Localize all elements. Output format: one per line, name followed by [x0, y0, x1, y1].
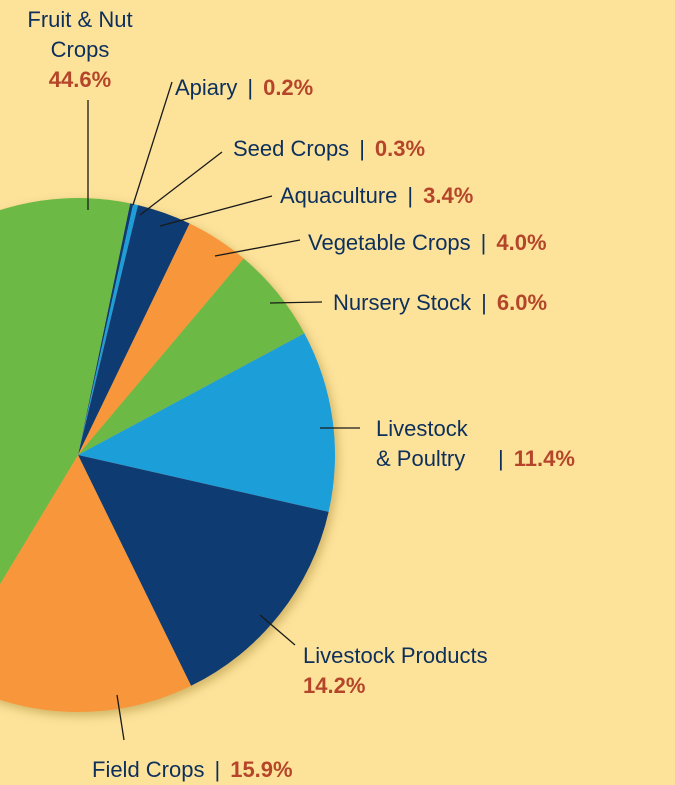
pie-slice [78, 455, 329, 686]
separator: | [480, 230, 487, 255]
leader-line [259, 614, 296, 646]
value-label: 0.2% [263, 75, 314, 100]
separator: | [407, 183, 414, 208]
pie-slice [78, 223, 244, 455]
pie-slice [0, 455, 192, 712]
value-label: 44.6% [48, 67, 112, 92]
leader-line [159, 195, 273, 227]
value-label: 6.0% [496, 290, 548, 315]
separator: | [498, 446, 504, 471]
pie-slice [78, 258, 305, 455]
pie-slice [78, 204, 138, 455]
separator: | [214, 757, 221, 782]
slice-label: Vegetable Crops | 4.0% [308, 228, 547, 258]
separator: | [481, 290, 487, 315]
leader-line [116, 694, 125, 741]
pie-slice [0, 198, 131, 585]
leader-line [269, 301, 323, 304]
leader-line [214, 239, 301, 257]
category-name: Apiary [175, 75, 238, 100]
separator: | [359, 136, 365, 161]
category-name: Vegetable Crops [308, 230, 471, 255]
value-label: 15.9% [230, 757, 293, 782]
slice-label: Livestock & Poultry | 11.4% [376, 414, 575, 474]
leader-lines [87, 81, 360, 741]
value-label: 14.2% [303, 673, 366, 698]
category-name: Aquaculture [280, 183, 398, 208]
value-label: 3.4% [423, 183, 474, 208]
slice-label: Field Crops | 15.9% [92, 755, 293, 785]
category-name: Seed Crops [233, 136, 350, 161]
separator: | [247, 75, 254, 100]
category-name: Livestock & Poultry [376, 416, 468, 471]
slice-label: Livestock Products 14.2% [303, 641, 488, 701]
category-name: Fruit & Nut Crops [27, 7, 133, 62]
pie [0, 198, 335, 712]
category-name: Nursery Stock [333, 290, 472, 315]
pie-slice [78, 203, 134, 455]
value-label: 0.3% [374, 136, 426, 161]
slice-label: Nursery Stock | 6.0% [333, 288, 547, 318]
value-label: 11.4% [513, 446, 575, 471]
slice-label: Seed Crops | 0.3% [233, 134, 425, 164]
category-name: Livestock Products [303, 643, 488, 668]
slice-label: Aquaculture | 3.4% [280, 181, 473, 211]
leader-line [139, 151, 223, 216]
value-label: 4.0% [496, 230, 547, 255]
slice-label: Fruit & Nut Crops 44.6% [20, 5, 140, 95]
category-name: Field Crops [92, 757, 205, 782]
leader-line [132, 81, 173, 206]
pie-slice [78, 205, 190, 455]
pie-slice [78, 333, 335, 512]
slice-label: Apiary | 0.2% [175, 73, 313, 103]
